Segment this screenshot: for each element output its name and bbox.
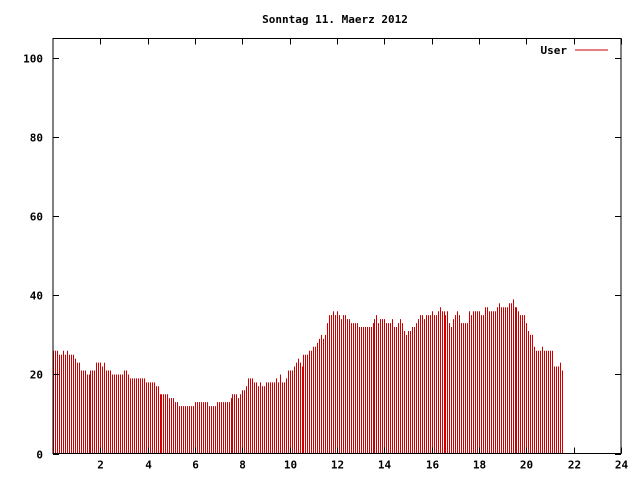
x-axis: 2 4 6 8 10 12 14 16 18 20 22 24 (97, 38, 629, 472)
x-tick-label: 20 (520, 459, 533, 472)
y-tick-label: 0 (36, 449, 43, 462)
x-tick-label: 8 (239, 459, 246, 472)
x-tick-label: 4 (145, 459, 152, 472)
y-tick-label: 60 (30, 211, 43, 224)
y-axis: 0 20 40 60 80 100 (23, 53, 621, 462)
x-tick-label: 14 (378, 459, 392, 472)
legend: User (541, 44, 608, 57)
x-tick-label: 12 (331, 459, 344, 472)
legend-label: User (541, 44, 568, 57)
x-tick-label: 2 (97, 459, 104, 472)
x-tick-label: 10 (284, 459, 297, 472)
x-tick-label: 22 (568, 459, 581, 472)
y-tick-label: 80 (30, 132, 43, 145)
x-tick-label: 18 (473, 459, 486, 472)
x-tick-label: 16 (426, 459, 440, 472)
y-tick-label: 40 (30, 290, 43, 303)
x-tick-label: 6 (192, 459, 199, 472)
bar-series (53, 299, 563, 454)
y-tick-label: 20 (30, 369, 43, 382)
y-tick-label: 100 (23, 53, 43, 66)
chart-title: Sonntag 11. Maerz 2012 (262, 13, 408, 26)
x-tick-label: 24 (615, 459, 629, 472)
